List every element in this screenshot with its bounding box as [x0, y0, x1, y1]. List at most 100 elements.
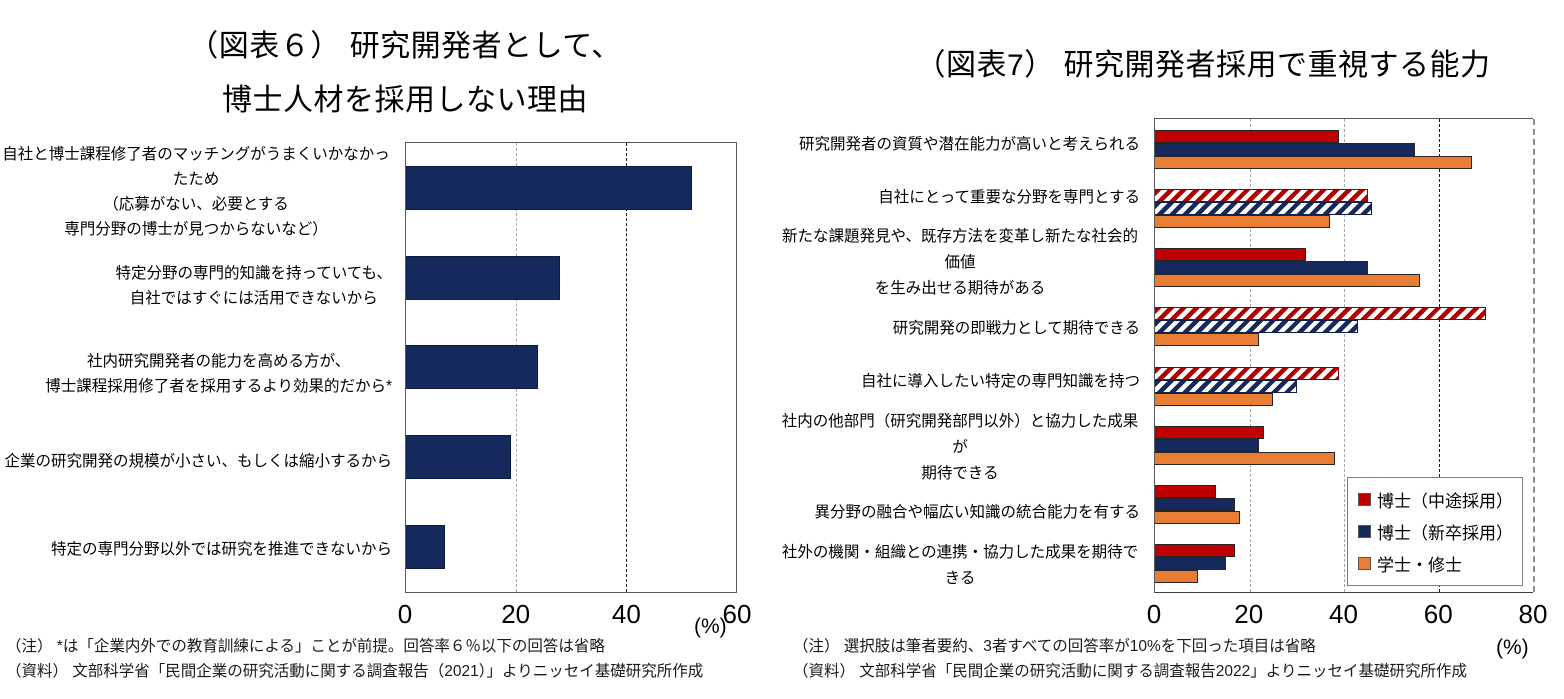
category-label-line: 社内研究開発者の能力を高める方が、 — [87, 352, 351, 370]
category-label: 研究開発の即戦力として期待できる — [893, 316, 1140, 342]
category-label: 社内研究開発者の能力を高める方が、博士課程採用修了者を採用するより効果的だから* — [45, 349, 392, 399]
bar-phd-midcareer — [1155, 366, 1340, 380]
category-label-line: を生み出せる期待がある — [874, 280, 1046, 298]
bar-reason-1 — [406, 165, 692, 210]
right-category-row-1: 研究開発者の資質や潜在能力が高いと考えられる — [780, 118, 1148, 171]
x-axis-tick-60: 60 — [722, 599, 752, 629]
legend-label-phd-midcareer: 博士（中途採用） — [1377, 492, 1513, 511]
x-axis-tick-40: 40 — [1329, 599, 1358, 629]
category-label-line: 企業の研究開発の規模が小さい、もしくは縮小するから — [4, 452, 392, 470]
right-category-row-7: 異分野の融合や幅広い知識の統合能力を有する — [780, 487, 1148, 540]
category-label: 研究開発者の資質や潜在能力が高いと考えられる — [799, 132, 1140, 158]
category-label: 特定の専門分野以外では研究を推進できないから — [51, 537, 392, 562]
left-category-row-4: 企業の研究開発の規模が小さい、もしくは縮小するから — [0, 418, 400, 506]
gridline-20 — [1249, 119, 1251, 592]
category-label: 特定分野の専門的知識を持っていても、 自社ではすぐには活用できないから — [115, 261, 392, 311]
left-chart-title-line2: 博士人材を採用しない理由 — [222, 84, 588, 117]
category-label: 企業の研究開発の規模が小さい、もしくは縮小するから — [4, 449, 392, 474]
category-label: 自社と博士課程修了者のマッチングがうまくいかなかったため （応募がない、必要とする… — [0, 142, 392, 242]
right-bar-group-2 — [1155, 178, 1533, 237]
bar-reason-2 — [406, 255, 560, 300]
legend: 博士（中途採用） 博士（新卒採用） 学士・修士 — [1347, 477, 1523, 586]
bar-reason-5 — [406, 525, 445, 570]
left-category-row-2: 特定分野の専門的知識を持っていても、 自社ではすぐには活用できないから — [0, 242, 400, 330]
category-label-line: 新たな課題発見や、既存方法を変革し新たな社会的価値 — [781, 228, 1139, 272]
category-label: 異分野の融合や幅広い知識の統合能力を有する — [814, 500, 1140, 526]
left-bar-row-2 — [406, 233, 736, 323]
right-category-row-5: 自社に導入したい特定の専門知識を持つ — [780, 356, 1148, 409]
category-label-line: 社内の他部門（研究開発部門以外）と協力した成果が — [781, 412, 1139, 456]
bar-phd-newgrad — [1155, 143, 1415, 156]
legend-item-phd-midcareer: 博士（中途採用） — [1358, 487, 1513, 512]
right-bar-group-5 — [1155, 356, 1533, 415]
right-category-row-3: 新たな課題発見や、既存方法を変革し新たな社会的価値を生み出せる期待がある — [780, 224, 1148, 302]
right-plot-area: 博士（中途採用） 博士（新卒採用） 学士・修士 — [1154, 118, 1535, 593]
bar-phd-midcareer — [1155, 543, 1236, 557]
left-chart-title-line1: （図表６） 研究開発者として、 — [188, 30, 622, 63]
legend-item-bachelor-master: 学士・修士 — [1358, 551, 1512, 576]
legend-label-phd-newgrad: 博士（新卒採用） — [1377, 524, 1513, 543]
bar-phd-newgrad — [1155, 320, 1359, 334]
right-x-axis-ticks: 0 20 40 60 80 — [1147, 599, 1548, 633]
bar-phd-midcareer — [1155, 307, 1486, 321]
right-bar-group-1 — [1155, 119, 1533, 178]
left-category-row-5: 特定の専門分野以外では研究を推進できないから — [0, 505, 400, 593]
gridline-60 — [1438, 119, 1440, 592]
bar-phd-newgrad — [1155, 202, 1373, 216]
left-bar-row-3 — [406, 323, 736, 413]
right-bar-group-7 — [1155, 474, 1533, 533]
bar-phd-newgrad — [1155, 379, 1297, 393]
category-label-line: 自社ではすぐには活用できないから — [129, 289, 378, 307]
category-label-line: 自社に導入したい特定の専門知識を持つ — [860, 373, 1140, 391]
x-axis-tick-20: 20 — [501, 599, 531, 629]
category-label: 新たな課題発見や、既存方法を変革し新たな社会的価値を生み出せる期待がある — [780, 224, 1140, 302]
bar-bachelor-master — [1155, 451, 1335, 465]
gridline-40 — [1344, 119, 1345, 592]
legend-label-bachelor-master: 学士・修士 — [1377, 556, 1462, 575]
right-bar-group-3 — [1155, 237, 1533, 296]
x-axis-tick-0: 0 — [397, 599, 413, 629]
left-category-labels: 自社と博士課程修了者のマッチングがうまくいかなかったため （応募がない、必要とする… — [0, 142, 400, 593]
category-label-line: 異分野の融合や幅広い知識の統合能力を有する — [814, 504, 1140, 522]
category-label-line: 博士課程採用修了者を採用するより効果的だから* — [45, 377, 392, 395]
category-label: 自社にとって重要な分野を専門とする — [878, 185, 1140, 211]
bar-phd-newgrad — [1155, 438, 1259, 452]
legend-swatch-phd-midcareer — [1358, 493, 1371, 506]
bar-bachelor-master — [1155, 510, 1241, 524]
x-axis-tick-80: 80 — [1518, 599, 1548, 629]
x-axis-tick-0: 0 — [1146, 599, 1162, 629]
bar-phd-newgrad — [1155, 556, 1226, 570]
category-label-line: 専門分野の博士が見つからないなど） — [64, 221, 328, 238]
right-category-row-4: 研究開発の即戦力として期待できる — [780, 302, 1148, 355]
category-label-line: 研究開発の即戦力として期待できる — [892, 319, 1140, 337]
right-chart-title: （図表7） 研究開発者採用で重視する能力 — [915, 49, 1491, 82]
category-label-line: 期待できる — [921, 464, 999, 482]
x-axis-tick-40: 40 — [611, 599, 641, 629]
bar-bachelor-master — [1155, 156, 1472, 169]
left-source-text: （資料） 文部科学省「民間企業の研究活動に関する調査報告（2021）」よりニッセ… — [6, 663, 704, 680]
legend-item-phd-newgrad: 博士（新卒採用） — [1358, 519, 1513, 544]
x-axis-tick-60: 60 — [1423, 599, 1453, 629]
left-plot-area — [405, 142, 737, 593]
right-bar-rows — [1155, 119, 1533, 592]
left-percent-unit-label: (%) — [694, 615, 727, 638]
right-category-labels: 研究開発者の資質や潜在能力が高いと考えられる自社にとって重要な分野を専門とする新… — [780, 118, 1148, 593]
right-bar-group-6 — [1155, 415, 1533, 474]
bar-bachelor-master — [1155, 333, 1259, 347]
category-label-line: 社外の機関・組織との連携・協力した成果を期待できる — [781, 544, 1139, 588]
category-label-line: 自社と博士課程修了者のマッチングがうまくいかなかったため — [2, 146, 390, 188]
left-x-axis-ticks: 0 20 40 60 — [398, 599, 752, 633]
bar-bachelor-master — [1155, 274, 1420, 288]
bar-reason-3 — [406, 345, 538, 390]
bar-bachelor-master — [1155, 215, 1330, 229]
right-source-text: （資料） 文部科学省「民間企業の研究活動に関する調査報告2022」よりニッセイ基… — [793, 663, 1467, 680]
bar-bachelor-master — [1155, 392, 1274, 406]
left-note-text: （注） *は「企業内外での教育訓練による」ことが前提。回答率６％以下の回答は省略 — [6, 638, 605, 655]
left-bar-rows — [406, 143, 736, 592]
right-bar-group-4 — [1155, 296, 1533, 355]
x-axis-tick-20: 20 — [1234, 599, 1264, 629]
legend-swatch-phd-newgrad — [1358, 525, 1371, 538]
left-bar-row-4 — [406, 412, 736, 502]
category-label-line: 特定分野の専門的知識を持っていても、 — [115, 264, 392, 282]
